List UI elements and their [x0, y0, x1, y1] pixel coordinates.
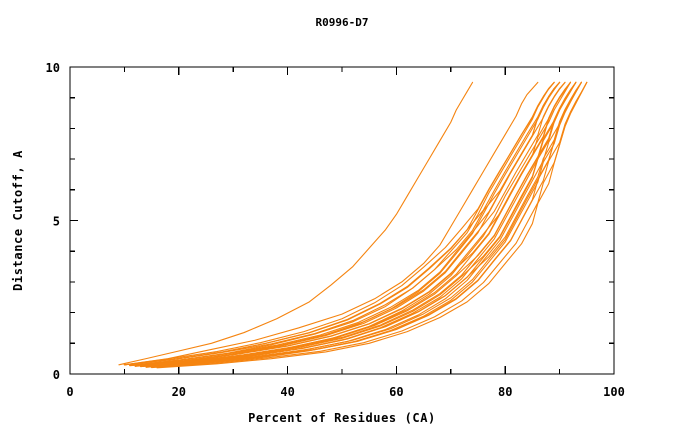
series-line-model-27: [123, 81, 561, 366]
series-group: [118, 81, 588, 369]
series-line-model-16: [145, 81, 582, 368]
y-tick-label: 0: [53, 368, 60, 382]
x-tick-label: 80: [498, 385, 512, 399]
series-line-model-06: [134, 81, 572, 367]
x-axis-label: Percent of Residues (CA): [248, 411, 436, 425]
series-line-model-25: [156, 81, 588, 369]
x-tick-label: 20: [172, 385, 186, 399]
y-axis-label: Distance Cutoff, A: [11, 150, 25, 291]
series-line-model-15: [123, 81, 555, 366]
series-line-model-01-outlier: [118, 81, 474, 366]
series-line-model-22: [145, 81, 582, 368]
chart-title: R0996-D7: [316, 16, 369, 29]
series-line-model-20: [134, 81, 572, 367]
y-tick-label: 10: [46, 61, 60, 75]
series-line-model-19: [151, 81, 588, 369]
x-tick-label: 40: [280, 385, 294, 399]
y-tick-label: 5: [53, 215, 60, 229]
series-line-model-02: [123, 81, 539, 366]
x-tick-label: 100: [603, 385, 625, 399]
x-tick-label: 60: [389, 385, 403, 399]
series-line-model-26: [134, 81, 577, 367]
series-line-model-28: [145, 81, 588, 368]
x-tick-label: 0: [66, 385, 73, 399]
series-line-model-24: [129, 81, 566, 366]
series-line-model-08: [145, 81, 582, 368]
